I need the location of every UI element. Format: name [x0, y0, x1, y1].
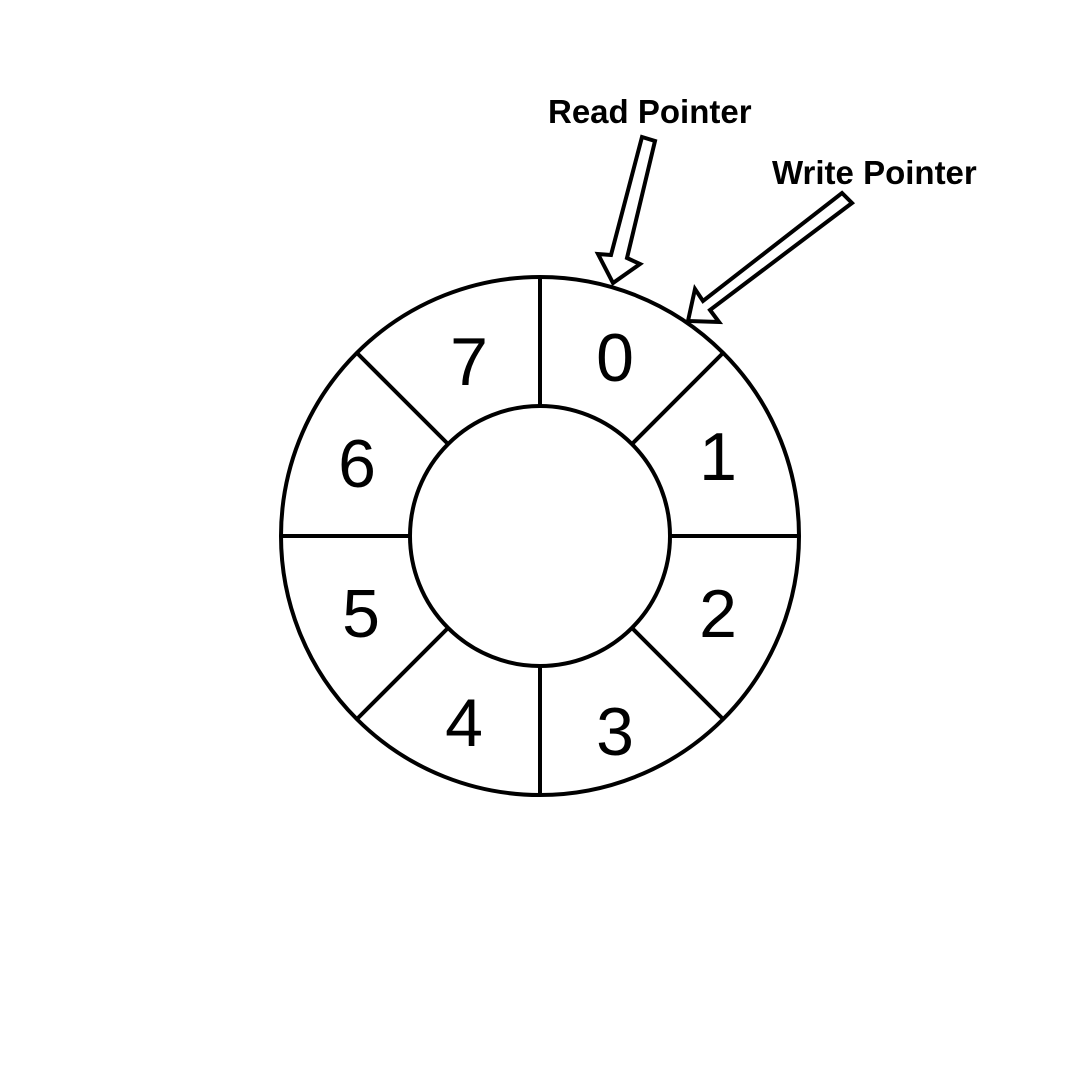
divider-bottom-right: [630, 626, 725, 721]
divider-bottom-left: [355, 626, 450, 721]
slot-label-4: 4: [445, 685, 483, 761]
read-pointer-arrow-icon: [594, 134, 658, 286]
slot-label-5: 5: [342, 576, 380, 652]
read-pointer-label: Read Pointer: [548, 93, 752, 130]
slot-label-2: 2: [699, 576, 737, 652]
divider-top-left: [355, 351, 450, 446]
slot-label-0: 0: [596, 320, 634, 396]
slot-label-3: 3: [596, 694, 634, 770]
slot-label-7: 7: [450, 324, 488, 400]
slot-label-1: 1: [699, 419, 737, 495]
write-pointer-arrow-icon: [685, 190, 856, 325]
divider-top-right: [630, 351, 725, 446]
write-pointer-label: Write Pointer: [772, 154, 977, 191]
slot-label-6: 6: [338, 426, 376, 502]
inner-ring: [408, 404, 672, 668]
